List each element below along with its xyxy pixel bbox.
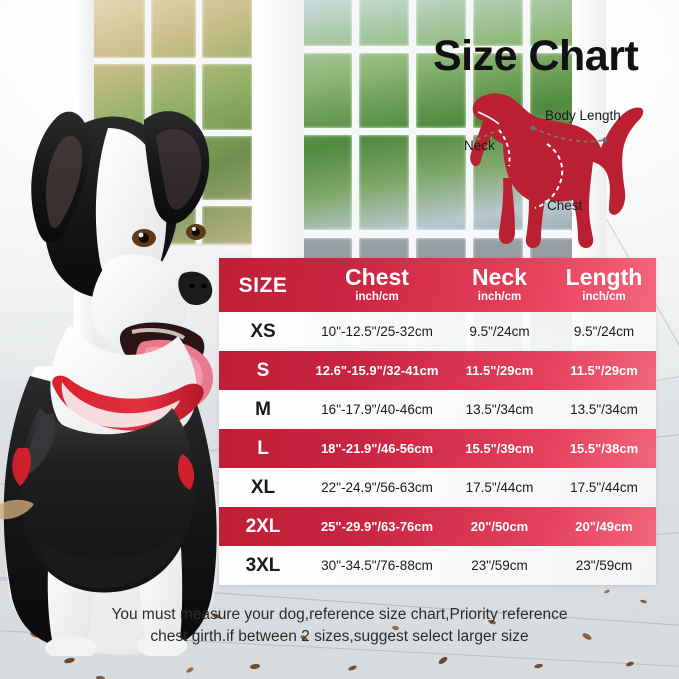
header-length-unit: inch/cm <box>582 290 626 303</box>
footnote-line-1: You must measure your dog,reference size… <box>111 606 568 623</box>
table-row: XS 10"-12.5"/25-32cm 9.5"/24cm 9.5"/24cm <box>219 312 656 351</box>
mullion-h-5 <box>300 128 575 135</box>
mullion-h-4 <box>300 46 575 53</box>
header-cell-size: SIZE <box>238 274 288 297</box>
cell-size: M <box>255 398 271 420</box>
page-title: Size Chart <box>433 32 639 80</box>
footnote-line-2: chest girth.if between 2 sizes,suggest s… <box>150 628 529 646</box>
diagram-label-neck: Neck <box>464 138 495 153</box>
cell-neck: 20"/50cm <box>470 519 529 534</box>
body-length-start-dot <box>530 125 536 131</box>
table-row: 2XL 25"-29.9"/63-76cm 20"/50cm 20"/49cm <box>219 507 656 546</box>
mullion-h-1 <box>92 58 252 64</box>
header-chest-label: Chest <box>345 264 409 291</box>
table-row: M 16"-17.9"/40-46cm 13.5"/34cm 13.5"/34c… <box>219 390 656 429</box>
cell-size: 2XL <box>245 515 281 537</box>
cell-length: 20"/49cm <box>575 519 633 534</box>
cell-neck: 9.5"/24cm <box>469 324 530 339</box>
table-row: XL 22"-24.9"/56-63cm 17.5"/44cm 17.5"/44… <box>219 468 656 507</box>
cell-length: 11.5"/29cm <box>570 363 638 378</box>
cell-neck: 15.5"/39cm <box>465 441 534 456</box>
border-collie-photo <box>0 36 246 656</box>
dog-silhouette-icon <box>470 93 644 248</box>
neck-measure-line-left <box>476 129 500 141</box>
cell-neck: 17.5"/44cm <box>465 480 534 495</box>
chest-measure-line <box>534 143 564 209</box>
dog-measurement-diagram <box>455 82 671 252</box>
mullion-v-5 <box>466 0 473 356</box>
cell-length: 9.5"/24cm <box>573 324 635 339</box>
cell-length: 17.5"/44cm <box>570 480 638 495</box>
cell-length: 13.5"/34cm <box>570 402 638 417</box>
diagram-label-chest: Chest <box>547 198 583 213</box>
cell-size: 3XL <box>245 554 281 576</box>
cell-length: 15.5"/38cm <box>569 441 639 456</box>
header-neck-unit: inch/cm <box>477 290 522 303</box>
header-chest-unit: inch/cm <box>355 290 399 303</box>
neck-measure-line <box>498 129 511 167</box>
mullion-h-6 <box>300 230 575 238</box>
cell-chest: 18"-21.9"/46-56cm <box>320 441 434 456</box>
cell-size: XS <box>250 320 276 342</box>
footnote: You must measure your dog,reference size… <box>0 604 679 649</box>
cell-neck: 13.5"/34cm <box>465 402 534 417</box>
cell-chest: 16"-17.9"/40-46cm <box>321 402 433 417</box>
header-cell-chest: Chest inch/cm <box>307 264 447 304</box>
cell-chest: 22"-24.9"/56-63cm <box>321 480 433 495</box>
cell-chest: 12.6"-15.9"/32-41cm <box>315 363 439 378</box>
cell-chest: 10"-12.5"/25-32cm <box>321 324 433 339</box>
mullion-v-4 <box>409 0 416 356</box>
cell-neck: 11.5"/29cm <box>465 363 534 378</box>
size-chart-table: SIZE Chest inch/cm Neck inch/cm Length i… <box>219 258 656 585</box>
mullion-v-3 <box>352 0 359 356</box>
cell-neck: 23"/59cm <box>471 558 528 573</box>
table-row: 3XL 30"-34.5"/76-88cm 23"/59cm 23"/59cm <box>219 546 656 585</box>
cell-chest: 25"-29.9"/63-76cm <box>320 519 434 534</box>
header-cell-neck: Neck inch/cm <box>447 264 552 304</box>
cell-size: S <box>256 359 270 381</box>
mullion-v-2 <box>196 0 202 244</box>
diagram-label-body-length: Body Length <box>545 108 621 123</box>
table-row: L 18"-21.9"/46-56cm 15.5"/39cm 15.5"/38c… <box>219 429 656 468</box>
header-neck-label: Neck <box>472 264 527 291</box>
cell-length: 23"/59cm <box>575 558 633 573</box>
header-length-label: Length <box>565 264 643 291</box>
table-header-row: SIZE Chest inch/cm Neck inch/cm Length i… <box>219 258 656 312</box>
cell-chest: 30"-34.5"/76-88cm <box>321 558 433 573</box>
header-cell-length: Length inch/cm <box>552 264 656 304</box>
body-length-measure-line <box>532 127 606 143</box>
body-length-end-dot <box>602 137 608 143</box>
cell-size: XL <box>250 476 276 498</box>
cell-size: L <box>257 437 269 459</box>
table-row: S 12.6"-15.9"/32-41cm 11.5"/29cm 11.5"/2… <box>219 351 656 390</box>
